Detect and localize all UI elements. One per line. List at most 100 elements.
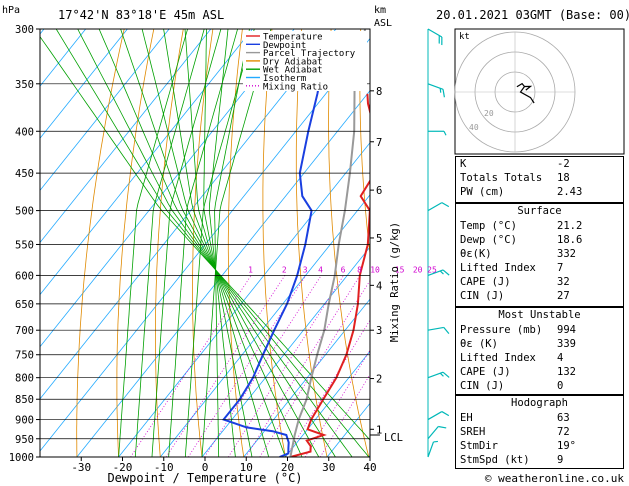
- most-unstable-label: CIN (J): [460, 380, 505, 392]
- hodograph: kt 40 20: [454, 28, 625, 155]
- hodograph-table-title: Hodograph: [511, 397, 568, 409]
- mixing-ratio-label: 2: [282, 265, 287, 274]
- mixing-ratio-label: 10: [370, 265, 380, 274]
- surface-value: 18.6: [557, 234, 583, 246]
- legend-box: [243, 31, 367, 91]
- dry-adiabat-line: [262, 29, 286, 457]
- pressure-tick-label: 800: [15, 373, 34, 385]
- most-unstable-row: CAPE (J) 132: [456, 365, 623, 379]
- pressure-tick-label: 400: [15, 126, 34, 138]
- surface-label: θε(K): [460, 248, 492, 260]
- surface-row: Temp (°C) 21.2: [456, 219, 623, 233]
- km-label: km: [374, 5, 386, 16]
- surface-label: CIN (J): [460, 290, 505, 302]
- most-unstable-row: θε (K) 339: [456, 337, 623, 351]
- pressure-tick-label: 450: [15, 168, 34, 180]
- index-row: Totals Totals 18: [456, 171, 623, 185]
- wind-barb-flag: [438, 35, 440, 44]
- wind-barb-staff: [427, 326, 444, 331]
- temperature-tick-label: -30: [71, 461, 91, 474]
- most-unstable-title: Most Unstable: [498, 309, 581, 321]
- wind-barb: [427, 202, 450, 212]
- wet-adiabat-line: [120, 29, 320, 457]
- wet-adiabat-line: [168, 29, 239, 457]
- surface-label: Lifted Index: [460, 262, 536, 274]
- hodograph-stat-value: 19°: [557, 440, 576, 452]
- dry-adiabat-line: [155, 29, 184, 457]
- pressure-tick-label: 700: [15, 325, 34, 337]
- index-label: Totals Totals: [460, 172, 543, 184]
- wet-adiabat-line: [77, 29, 353, 457]
- surface-title: Surface: [517, 205, 562, 217]
- wet-adiabat-line: [184, 29, 255, 457]
- plot-frame: [39, 28, 371, 458]
- wind-barb-staff: [427, 426, 439, 440]
- most-unstable-value: 4: [557, 352, 564, 364]
- legend-label: Dry Adiabat: [263, 57, 323, 67]
- wind-barb-staff: [427, 441, 435, 458]
- wind-barb: [427, 440, 438, 458]
- wet-adiabat-line: [163, 29, 286, 457]
- wind-barb-half: [433, 440, 438, 443]
- mixing-ratio-axis-label: Mixing Ratio (g/kg): [389, 222, 401, 342]
- index-label: K: [460, 158, 467, 170]
- km-tick-label: 1: [376, 424, 382, 436]
- hodograph-stat-label: EH: [460, 412, 473, 424]
- location-label: 17°42'N 83°18'E 45m ASL: [58, 8, 224, 22]
- wind-barb-flag: [438, 425, 447, 429]
- wet-adiabat-line: [134, 29, 205, 457]
- temperature-tick-label: 20: [281, 461, 294, 474]
- wind-barb: [427, 425, 447, 440]
- wind-barb-half: [439, 88, 442, 93]
- pressure-tick-label: 950: [15, 434, 34, 446]
- hodograph-stat-label: SREH: [460, 426, 486, 438]
- pressure-tick-label: 1000: [9, 452, 34, 464]
- mixing-ratio-line: [204, 275, 322, 457]
- legend-label: Mixing Ratio: [263, 82, 328, 92]
- temperature-tick-label: 30: [322, 461, 335, 474]
- dry-adiabat-line: [116, 29, 155, 457]
- pressure-tick-label: 650: [15, 299, 34, 311]
- hpa-label: hPa: [2, 5, 20, 16]
- dry-adiabat-line: [227, 29, 245, 457]
- wind-barb-flag: [441, 36, 443, 46]
- surface-panel: Surface Temp (°C) 21.2 Dewp (°C) 18.6 θε(K) 3…: [455, 203, 624, 307]
- surface-label: CAPE (J): [460, 276, 511, 288]
- surface-value: 32: [557, 276, 570, 288]
- km-tick-label: 2: [376, 374, 382, 386]
- legend-label: Isotherm: [263, 74, 306, 84]
- surface-row: Lifted Index 7: [456, 261, 623, 275]
- km-tick-label: 8: [376, 86, 382, 98]
- wet-adiabat-line: [203, 29, 253, 457]
- wind-barb-half: [439, 372, 444, 377]
- wind-barb: [427, 326, 450, 335]
- dry-adiabat-line: [625, 17, 629, 457]
- hodograph-stat-row: StmSpd (kt) 9: [456, 453, 623, 467]
- mixing-ratio-label: 4: [318, 265, 323, 274]
- mixing-ratio-label: 1: [248, 265, 253, 274]
- hodograph-frame: [454, 28, 625, 155]
- km-tick-label: 4: [376, 280, 382, 292]
- wet-adiabat-line: [55, 29, 370, 457]
- lcl-label: LCL: [384, 432, 403, 444]
- mixing-ratio-label: 6: [341, 265, 346, 274]
- isotherm-line: [243, 298, 370, 457]
- mixing-ratio-line: [187, 275, 307, 457]
- most-unstable-label: Pressure (mb): [460, 324, 543, 336]
- pressure-tick-label: 350: [15, 79, 34, 91]
- wet-adiabat-line: [118, 29, 189, 457]
- hodograph-stat-row: StmDir 19°: [456, 439, 623, 453]
- indices-panel: K -2 Totals Totals 18 PW (cm) 2.43: [455, 156, 624, 203]
- most-unstable-label: Lifted Index: [460, 352, 536, 364]
- km-tick-label: 3: [376, 325, 382, 337]
- hodograph-stat-label: StmDir: [460, 440, 498, 452]
- wet-adiabat-line: [184, 29, 270, 457]
- wind-barb-half: [439, 270, 444, 275]
- wet-adiabat-line: [214, 29, 250, 457]
- isotherm-line: [40, 29, 128, 139]
- wind-barb-flag: [443, 327, 450, 335]
- wind-barbs: [427, 28, 450, 458]
- km-tick-label: 5: [376, 233, 382, 245]
